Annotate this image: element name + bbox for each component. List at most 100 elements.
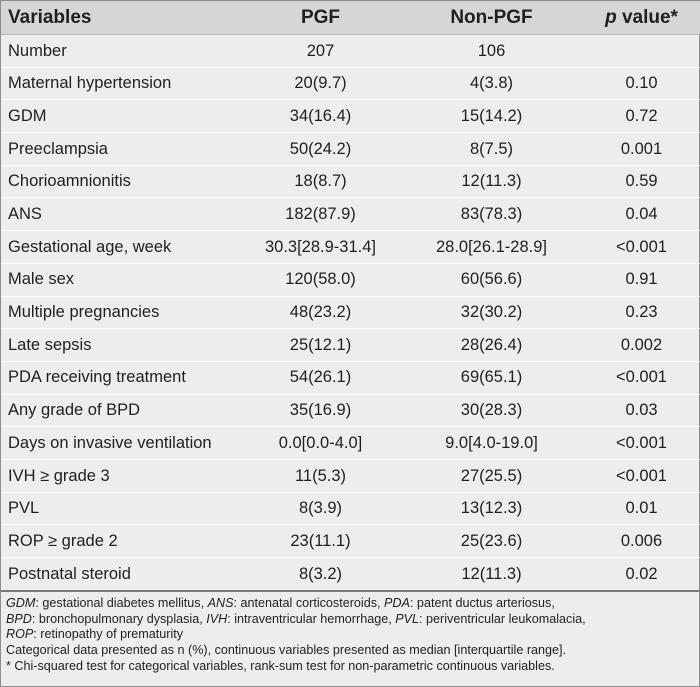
- row-variable: ANS: [1, 197, 235, 231]
- comparison-table: Variables PGF Non-PGF p value* Number 207…: [1, 1, 700, 591]
- row-pgf-value: 120(58.0): [235, 262, 406, 296]
- table-row: PDA receiving treatment 54(26.1) 69(65.1) <…: [1, 360, 700, 395]
- abbreviation-term: ROP: [6, 627, 34, 642]
- row-non-pgf-value: 12(11.3): [406, 557, 577, 591]
- abbreviation-term: GDM: [6, 596, 36, 611]
- abbreviation-definition: : retinopathy of prematurity: [33, 627, 184, 642]
- row-p-value: 0.72: [577, 99, 700, 133]
- table-row: Gestational age, week 30.3[28.9-31.4] 28.0…: [1, 230, 700, 264]
- row-variable: ROP ≥ grade 2: [1, 524, 235, 558]
- abbreviation-line: GDM: gestational diabetes mellitus, ANS:…: [6, 596, 695, 612]
- row-pgf-value: 182(87.9): [235, 197, 406, 231]
- row-p-value: 0.10: [577, 66, 700, 100]
- row-pgf-value: 11(5.3): [235, 458, 406, 493]
- header-non-pgf: Non-PGF: [406, 1, 577, 35]
- row-p-value: 0.23: [577, 295, 700, 329]
- row-variable: Any grade of BPD: [1, 393, 235, 427]
- row-pgf-value: 25(12.1): [235, 328, 406, 362]
- row-pgf-value: 20(9.7): [235, 66, 406, 100]
- header-variables: Variables: [1, 1, 235, 35]
- abbreviation-line: BPD: bronchopulmonary dysplasia, IVH: in…: [6, 612, 695, 628]
- row-p-value: 0.02: [577, 557, 700, 591]
- row-non-pgf-value: 9.0[4.0-19.0]: [406, 426, 577, 460]
- row-variable: Male sex: [1, 262, 235, 296]
- row-pgf-value: 23(11.1): [235, 524, 406, 558]
- table-row: Any grade of BPD 35(16.9) 30(28.3) 0.03: [1, 393, 700, 427]
- row-variable: Gestational age, week: [1, 230, 235, 264]
- abbreviation-definition: : intraventricular hemorrhage,: [227, 611, 396, 626]
- row-p-value: <0.001: [577, 426, 700, 460]
- row-p-value: [577, 35, 700, 68]
- header-pgf: PGF: [235, 1, 406, 35]
- row-non-pgf-value: 12(11.3): [406, 164, 577, 198]
- row-non-pgf-value: 30(28.3): [406, 393, 577, 427]
- table-row: GDM 34(16.4) 15(14.2) 0.72: [1, 99, 700, 133]
- row-variable: IVH ≥ grade 3: [1, 458, 235, 493]
- row-p-value: 0.001: [577, 132, 700, 166]
- abbreviation-term: ANS: [207, 596, 234, 611]
- row-variable: PDA receiving treatment: [1, 360, 235, 395]
- header-p-value: p value*: [577, 1, 700, 35]
- table-row: ROP ≥ grade 2 23(11.1) 25(23.6) 0.006: [1, 524, 700, 558]
- table-row: Late sepsis 25(12.1) 28(26.4) 0.002: [1, 328, 700, 362]
- table-row: Postnatal steroid 8(3.2) 12(11.3) 0.02: [1, 557, 700, 591]
- row-variable: Days on invasive ventilation: [1, 426, 235, 460]
- row-non-pgf-value: 27(25.5): [406, 458, 577, 493]
- row-non-pgf-value: 69(65.1): [406, 360, 577, 395]
- row-non-pgf-value: 106: [477, 41, 506, 60]
- abbreviation-definition: : periventricular leukomalacia,: [419, 611, 586, 626]
- table-row: Male sex 120(58.0) 60(56.6) 0.91: [1, 262, 700, 296]
- row-non-pgf-value: 15(14.2): [406, 99, 577, 133]
- statistical-test-note: * Chi-squared test for categorical varia…: [6, 658, 555, 673]
- abbreviation-term: BPD: [6, 611, 32, 626]
- row-p-value: <0.001: [577, 458, 700, 493]
- row-non-pgf-value: 13(12.3): [406, 491, 577, 525]
- row-pgf-value: 48(23.2): [235, 295, 406, 329]
- abbreviation-term: PDA: [384, 596, 410, 611]
- row-variable: Multiple pregnancies: [1, 295, 235, 329]
- row-non-pgf-value: 25(23.6): [406, 524, 577, 558]
- table-row: Maternal hypertension 20(9.7) 4(3.8) 0.10: [1, 66, 700, 100]
- abbreviation-line: ROP: retinopathy of prematurity: [6, 627, 695, 643]
- row-pgf-value: 18(8.7): [235, 164, 406, 198]
- header-p-letter: p: [605, 7, 617, 28]
- row-variable: PVL: [1, 491, 235, 525]
- table-row: Days on invasive ventilation 0.0[0.0-4.0]…: [1, 426, 700, 460]
- row-variable: GDM: [1, 99, 235, 133]
- header-row: Variables PGF Non-PGF p value*: [1, 1, 700, 35]
- row-variable: Chorioamnionitis: [1, 164, 235, 198]
- row-variable: Postnatal steroid: [1, 557, 235, 591]
- row-pgf-value: 207: [306, 41, 335, 60]
- row-p-value: 0.01: [577, 491, 700, 525]
- row-pgf-value: 54(26.1): [235, 360, 406, 395]
- row-p-value: 0.03: [577, 393, 700, 427]
- row-pgf-value: 0.0[0.0-4.0]: [235, 426, 406, 460]
- row-non-pgf-value: 32(30.2): [406, 295, 577, 329]
- row-variable: Preeclampsia: [1, 132, 235, 166]
- row-non-pgf-value: 4(3.8): [406, 66, 577, 100]
- table-body: Number 207 106 Maternal hypertension 20(9.7)…: [1, 35, 700, 591]
- row-p-value: 0.006: [577, 524, 700, 558]
- row-pgf-value: 35(16.9): [235, 393, 406, 427]
- row-p-value: 0.91: [577, 262, 700, 296]
- row-non-pgf-value: 60(56.6): [406, 262, 577, 296]
- row-pgf-value: 8(3.9): [235, 491, 406, 525]
- table-row: PVL 8(3.9) 13(12.3) 0.01: [1, 491, 700, 525]
- row-variable: Maternal hypertension: [1, 66, 235, 100]
- data-presentation-note: Categorical data presented as n (%), con…: [6, 642, 567, 657]
- row-variable: Late sepsis: [1, 328, 235, 362]
- table-row: IVH ≥ grade 3 11(5.3) 27(25.5) <0.001: [1, 458, 700, 493]
- table-row: Number 207 106: [1, 35, 700, 68]
- header-p-suffix: value*: [616, 7, 678, 28]
- row-pgf-value: 34(16.4): [235, 99, 406, 133]
- row-variable: Number: [8, 41, 67, 60]
- row-pgf-value: 8(3.2): [235, 557, 406, 591]
- row-pgf-value: 30.3[28.9-31.4]: [235, 230, 406, 264]
- row-pgf-value: 50(24.2): [235, 132, 406, 166]
- table-row: Chorioamnionitis 18(8.7) 12(11.3) 0.59: [1, 164, 700, 198]
- table-row: Preeclampsia 50(24.2) 8(7.5) 0.001: [1, 132, 700, 166]
- abbreviation-definition: : patent ductus arteriosus,: [409, 596, 555, 611]
- row-p-value: 0.59: [577, 164, 700, 198]
- abbreviation-term: PVL: [395, 611, 420, 626]
